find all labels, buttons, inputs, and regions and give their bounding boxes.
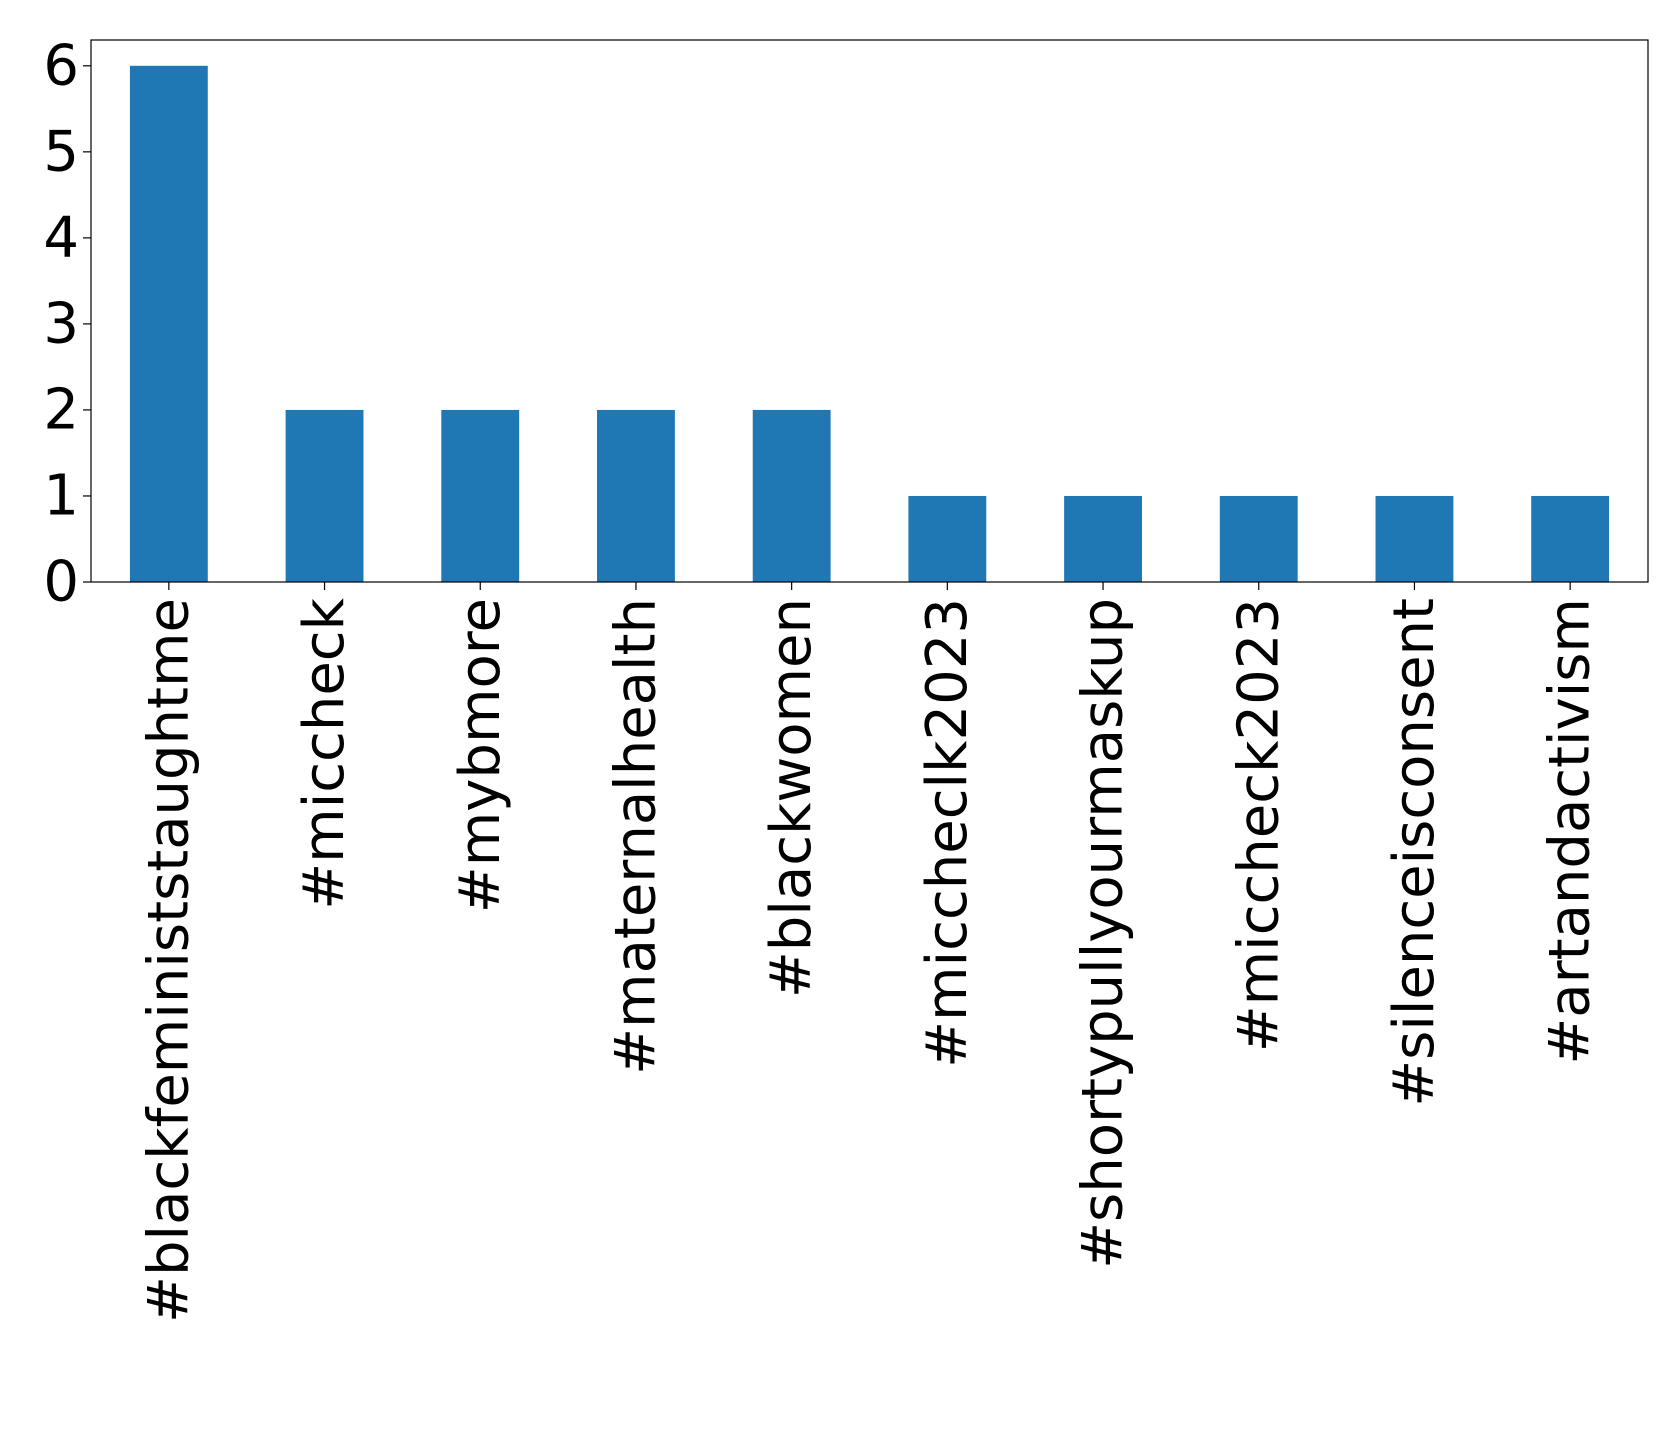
x-tick-label: #mybmore — [448, 598, 513, 913]
plot-frame — [90, 39, 1649, 583]
x-tick-label: #shortypullyourmaskup — [1071, 598, 1136, 1269]
x-tick-label: #silenceisconsent — [1382, 598, 1447, 1107]
x-tick-label: #miccheck — [292, 597, 357, 909]
bar-maternalhealth — [597, 409, 675, 582]
bars-layer — [129, 65, 1610, 582]
bar-artandactivism — [1531, 495, 1610, 582]
bar-mybmore — [441, 409, 520, 582]
x-tick-label: #artandactivism — [1538, 598, 1603, 1065]
x-tick-label: #blackwomen — [759, 598, 824, 998]
y-axis: 0 1 2 3 4 5 6 — [43, 33, 91, 615]
y-tick-label: 4 — [43, 205, 79, 270]
x-tick-label: #miccheclk2023 — [915, 598, 980, 1068]
y-tick-label: 5 — [43, 119, 79, 184]
y-tick-label: 6 — [43, 33, 79, 98]
bar-shortypullyourmaskup — [1064, 495, 1142, 582]
bar-silenceisconsent — [1375, 495, 1454, 582]
x-tick-label: #maternalhealth — [603, 598, 668, 1075]
y-tick-label: 2 — [43, 377, 79, 442]
bar-miccheck — [285, 409, 364, 582]
y-tick-label: 0 — [43, 550, 79, 615]
y-tick-label: 1 — [43, 463, 79, 528]
x-axis: #blackfeministstaughtme #miccheck #mybmore… — [136, 582, 1603, 1323]
bar-blackwomen — [752, 409, 831, 582]
bar-blackfeministstaughtme — [129, 65, 208, 582]
x-tick-label: #blackfeministstaughtme — [136, 598, 201, 1323]
bar-miccheclk2023 — [908, 495, 987, 582]
y-tick-label: 3 — [43, 291, 79, 356]
bar-miccheck2023 — [1219, 495, 1298, 582]
x-tick-label: #miccheck2023 — [1226, 598, 1291, 1052]
